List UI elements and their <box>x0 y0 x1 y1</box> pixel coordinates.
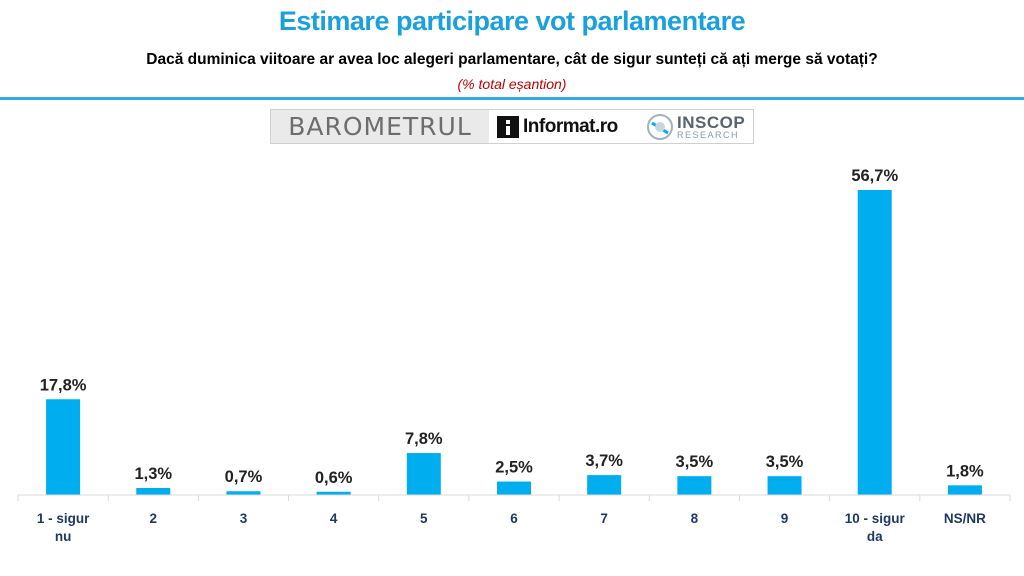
data-label: 7,8% <box>405 430 443 448</box>
data-label: 0,7% <box>225 468 263 486</box>
category-label-line: 5 <box>420 511 428 526</box>
barometer-logo: BAROMETRUL <box>271 110 489 143</box>
data-label: 0,6% <box>315 469 353 487</box>
data-label: 3,5% <box>676 453 714 471</box>
category-label-line: NS/NR <box>944 511 986 526</box>
category-label-line: 7 <box>600 511 608 526</box>
bar <box>406 453 441 495</box>
category-label: 9 <box>781 511 789 526</box>
chart-title: Estimare participare vot parlamentare <box>278 6 746 36</box>
category-label-line: 3 <box>240 511 248 526</box>
category-label-line: 4 <box>330 511 338 526</box>
sample-note: (% total eșantion) <box>457 76 567 92</box>
inscop-logo-name: INSCOP <box>677 112 746 132</box>
inscop-logo-sub: RESEARCH <box>677 129 740 140</box>
bar <box>767 476 802 495</box>
bar <box>677 476 712 495</box>
informat-logo: Informat.ro <box>489 110 642 143</box>
category-label-line: 1 - sigur <box>37 511 90 526</box>
bar <box>46 399 81 495</box>
data-label: 1,3% <box>134 465 172 483</box>
bar <box>857 190 892 495</box>
data-label: 1,8% <box>946 462 984 480</box>
informat-i-icon <box>497 115 519 138</box>
data-label: 56,7% <box>851 167 898 185</box>
bar <box>316 491 351 495</box>
category-label: 4 <box>330 511 338 526</box>
category-label: NS/NR <box>944 511 986 526</box>
data-label: 17,8% <box>40 376 87 394</box>
data-label: 3,5% <box>766 453 804 471</box>
data-labels-group: 17,8% 1,3% 0,7% 0,6% 7,8% 2,5% 3,7% 3,5% 3,5% 56,… <box>40 167 984 487</box>
logo-band: BAROMETRUL Informat.ro INSCOP RESEARCH <box>270 109 754 144</box>
bar <box>587 475 622 495</box>
category-label: 7 <box>600 511 608 526</box>
category-label-line: 9 <box>781 511 789 526</box>
chart-subtitle: Dacă duminica viitoare ar avea loc alege… <box>146 51 878 68</box>
category-label-line: 8 <box>691 511 699 526</box>
bar <box>497 481 531 495</box>
category-label: 5 <box>420 511 428 526</box>
bar <box>947 485 982 495</box>
x-axis-ticks <box>17 495 1011 501</box>
category-label: 6 <box>510 511 518 526</box>
category-label-line: 10 - sigur <box>845 511 906 526</box>
category-label: 2 <box>150 511 158 526</box>
inscop-globe-icon <box>647 113 673 140</box>
data-label: 2,5% <box>495 459 533 477</box>
category-label: 3 <box>240 511 248 526</box>
bar <box>226 491 261 495</box>
category-labels-group: 1 - sigur nu 2 3 4 5 6 7 8 9 10 - sigur da NS/NR <box>37 511 986 544</box>
category-label-line: nu <box>55 529 72 544</box>
header-divider <box>0 97 1024 100</box>
bar <box>136 488 171 495</box>
category-label: 10 - sigur da <box>845 511 906 544</box>
category-label: 1 - sigur nu <box>37 511 90 544</box>
category-label-line: 2 <box>150 511 158 526</box>
informat-logo-text: Informat.ro <box>523 115 618 137</box>
bars-group <box>46 190 982 495</box>
category-label-line: da <box>867 529 883 544</box>
category-label-line: 6 <box>510 511 518 526</box>
data-label: 3,7% <box>585 452 623 470</box>
inscop-logo: INSCOP RESEARCH <box>642 110 753 143</box>
category-label: 8 <box>691 511 699 526</box>
